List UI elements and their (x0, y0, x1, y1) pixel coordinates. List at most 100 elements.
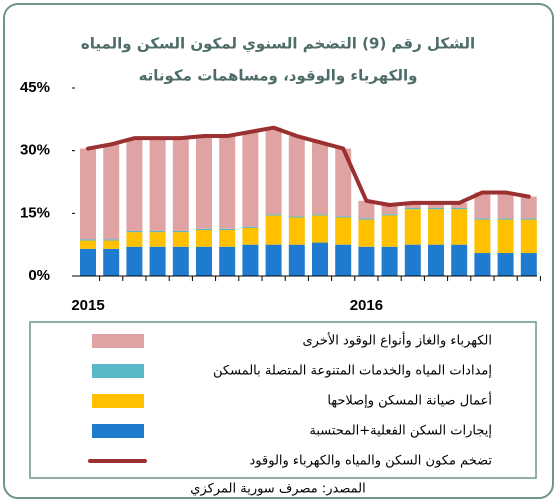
bar-segment (520, 253, 537, 276)
line (86, 125, 531, 207)
bar-segment (219, 230, 236, 247)
bar-segment (126, 138, 143, 231)
bar-segment (404, 207, 421, 210)
y-tick-label: 0% (28, 267, 50, 284)
x-tick-label: 2016 (350, 297, 383, 314)
y-tick-label: 30% (20, 142, 50, 159)
bar-segment (149, 230, 166, 233)
bar-segment (335, 244, 352, 276)
bar-segment (103, 240, 120, 249)
bar-segment (80, 240, 96, 249)
bar-segment (242, 131, 259, 227)
bar-segment (358, 200, 375, 219)
bar-segment (242, 244, 259, 276)
chart-title: الشكل رقم (9) التضخم السنوي لمكون السكن … (81, 35, 475, 54)
bar-segment (149, 138, 166, 231)
bar-segment (474, 192, 491, 219)
bar-segment (196, 136, 212, 229)
bar-segment (404, 209, 421, 245)
bar-segment (520, 219, 537, 254)
bar-segment (358, 218, 375, 220)
bar-segment (196, 246, 212, 276)
bar-segment (265, 214, 282, 216)
bar-segment (381, 204, 398, 215)
legend-box (29, 321, 537, 479)
bar-segment (497, 219, 514, 254)
bar-segment (428, 202, 444, 208)
bar-segment (312, 142, 328, 215)
bar-segment (242, 227, 259, 245)
bar-segment (80, 148, 96, 240)
bar-segment (172, 230, 189, 233)
bar-segment (288, 244, 305, 276)
bar-segment (265, 127, 282, 215)
legend-swatch (92, 364, 144, 378)
frame (3, 3, 554, 499)
legend-label: الكهرباء والغاز وأنواع الوقود الأخرى (302, 332, 492, 349)
source: المصدر: مصرف سورية المركزي (190, 482, 365, 497)
bar-segment (474, 218, 491, 220)
bar-segment (451, 202, 468, 208)
bar-segment (335, 148, 352, 217)
bar-segment (335, 217, 352, 245)
legend-swatch (92, 424, 144, 438)
bar-segment (474, 253, 491, 276)
bar-segment (172, 232, 189, 247)
bar-segment (265, 244, 282, 276)
bar-segment (126, 230, 143, 233)
bar-segment (172, 138, 189, 231)
legend-label: تضخم مكون السكن والمياه والكهرباء والوقو… (250, 454, 493, 469)
bar-segment (497, 218, 514, 220)
bar-segment (149, 246, 166, 276)
bar-segment (126, 232, 143, 247)
bar-segment (149, 232, 166, 247)
bar-segment (497, 192, 514, 219)
bar-segment (288, 136, 305, 217)
legend-label: أعمال صيانة المسكن وإصلاحها (327, 392, 492, 409)
bar-segment (381, 215, 398, 247)
bar-segment (404, 244, 421, 276)
bar-segment (196, 228, 212, 231)
chart-title: والكهرباء والوقود، ومساهمات مكوناته (139, 67, 418, 85)
bar-segment (335, 216, 352, 218)
bar-segment (358, 219, 375, 247)
bar-segment (219, 136, 236, 229)
bar-segment (451, 209, 468, 245)
bar-segment (474, 219, 491, 254)
bar-segment (126, 246, 143, 276)
bar-segment (381, 246, 398, 276)
bar-segment (520, 196, 537, 219)
legend-label: إمدادات المياه والخدمات المتنوعة المتصلة… (213, 364, 492, 379)
bar-segment (103, 144, 120, 240)
bar-segment (381, 214, 398, 216)
bar-segment (451, 207, 468, 210)
bar-segment (103, 248, 120, 276)
bar-segment (404, 202, 421, 208)
bar-segment (312, 214, 328, 216)
bar-segment (497, 253, 514, 276)
bar-segment (312, 242, 328, 276)
bar-segment (196, 230, 212, 247)
bar-segment (265, 215, 282, 245)
bar-segment (451, 244, 468, 276)
bar-segment (288, 217, 305, 245)
bar-segment (172, 246, 189, 276)
bar-segment (80, 239, 96, 241)
bar-segment (312, 215, 328, 243)
legend-swatch (92, 394, 144, 408)
x-tick-label: 2015 (71, 297, 104, 314)
bar-segment (358, 246, 375, 276)
bar-segment (288, 216, 305, 218)
bar-segment (219, 246, 236, 276)
y-tick-label: 15% (20, 204, 50, 221)
bar-segment (428, 244, 444, 276)
y-tick-label: 45% (20, 79, 50, 96)
legend-label: إيجارات السكن الفعلية+المحتسبة (309, 424, 492, 439)
bar-segment (428, 209, 444, 245)
legend-swatch (92, 334, 144, 348)
bar-segment (242, 226, 259, 228)
bar-segment (219, 228, 236, 231)
bar-segment (103, 239, 120, 241)
bar-segment (80, 248, 96, 276)
